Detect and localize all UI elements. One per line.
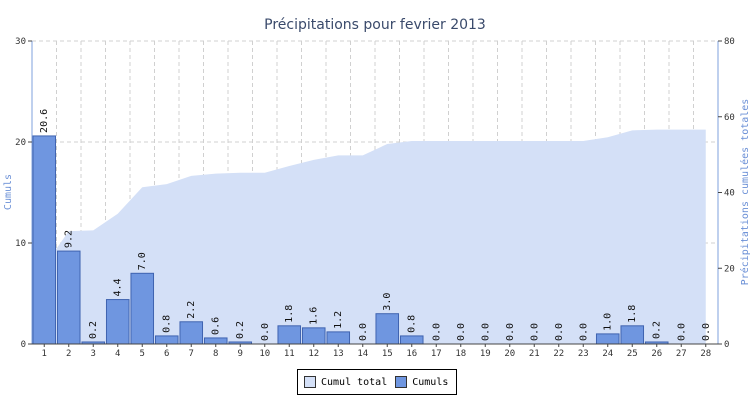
bar-value-label: 0.8 [407,315,418,333]
x-tick-label: 24 [602,349,613,359]
bar-value-label: 1.8 [627,305,638,323]
x-tick-label: 27 [676,349,687,359]
x-tick-label: 5 [140,349,145,359]
x-tick-label: 23 [578,349,589,359]
x-tick-label: 12 [308,349,319,359]
bar-day-24 [595,333,620,345]
bar-day-4 [105,299,130,345]
legend-item-cumul-total: Cumul total [304,376,387,388]
left-tick-label: 10 [15,239,26,249]
right-tick-label: 20 [724,264,735,274]
bar-value-label: 0.0 [260,323,271,341]
left-tick-label: 20 [15,138,26,148]
bar-value-label: 20.6 [39,109,50,133]
x-tick-label: 25 [627,349,638,359]
bar-value-label: 0.0 [676,323,687,341]
x-tick-label: 6 [164,349,169,359]
bar-value-label: 1.2 [333,311,344,329]
legend-swatch-cumuls [395,376,408,388]
x-tick-label: 7 [189,349,194,359]
left-axis-label: Cumuls [3,174,14,210]
x-tick-label: 20 [504,349,515,359]
bar-day-5 [130,272,155,345]
x-tick-label: 19 [480,349,491,359]
right-axis-label: Précipitations cumulées totales [739,99,750,286]
bar-value-label: 0.6 [211,317,222,335]
x-tick-label: 26 [651,349,662,359]
bar-value-label: 1.0 [603,313,614,331]
bar-day-12 [301,327,326,345]
right-tick-label: 60 [724,113,735,123]
left-tick-label: 30 [15,37,26,47]
x-tick-label: 28 [700,349,711,359]
bar-value-label: 0.0 [431,323,442,341]
x-tick-label: 2 [66,349,71,359]
bar-value-label: 0.0 [480,323,491,341]
bar-value-label: 0.8 [162,315,173,333]
bar-value-label: 0.2 [88,321,99,339]
bar-value-label: 1.6 [309,307,320,325]
bar-value-label: 0.0 [554,323,565,341]
bar-day-13 [326,331,351,345]
x-tick-label: 16 [406,349,417,359]
x-tick-label: 3 [91,349,96,359]
bar-value-label: 0.0 [701,323,712,341]
left-tick-label: 0 [21,340,26,350]
legend: Cumul total Cumuls [297,369,457,395]
bar-value-label: 0.2 [652,321,663,339]
bar-value-label: 0.0 [456,323,467,341]
bars: 20.6 9.2 0.2 4.4 7.0 0.8 2.2 0.6 0.2 0.0 1.8 1.6 1.2… [32,109,712,345]
legend-label-cumul-total: Cumul total [321,376,388,388]
right-tick-label: 40 [724,189,735,199]
x-tick-label: 9 [238,349,243,359]
bar-value-label: 3.0 [382,293,393,311]
chart-title: Précipitations pour fevrier 2013 [264,17,486,33]
x-tick-label: 8 [213,349,218,359]
bar-day-8 [203,337,228,345]
x-tick-label: 18 [455,349,466,359]
bar-value-label: 0.0 [529,323,540,341]
bar-day-2 [56,250,81,345]
bar-day-16 [399,335,424,345]
x-tick-label: 1 [42,349,47,359]
cumul-total-area [44,129,706,344]
right-tick-label: 80 [724,37,735,47]
x-tick-label: 21 [529,349,540,359]
bar-value-label: 9.2 [64,230,75,248]
bar-day-7 [179,321,204,345]
x-tick-label: 14 [357,349,368,359]
bar-day-25 [620,325,645,345]
legend-label-cumuls: Cumuls [412,376,449,388]
bar-day-1 [32,135,57,345]
x-tick-label: 22 [553,349,564,359]
legend-swatch-cumul-total [304,376,316,388]
x-tick-label: 15 [382,349,393,359]
x-tick-label: 17 [431,349,442,359]
bar-day-15 [375,313,400,345]
x-tick-label: 11 [284,349,295,359]
legend-item-cumuls: Cumuls [395,376,448,388]
x-tick-label: 4 [115,349,120,359]
right-tick-label: 0 [724,340,729,350]
x-tick-label: 10 [259,349,270,359]
bar-value-label: 0.2 [235,321,246,339]
bar-value-label: 7.0 [137,252,148,270]
bar-day-6 [154,335,179,345]
bar-value-label: 2.2 [186,301,197,319]
bar-day-11 [277,325,302,345]
bar-value-label: 0.0 [578,323,589,341]
bar-value-label: 0.0 [358,323,369,341]
x-tick-label: 13 [333,349,344,359]
bar-value-label: 0.0 [505,323,516,341]
bar-value-label: 4.4 [113,278,124,296]
bar-value-label: 1.8 [284,305,295,323]
